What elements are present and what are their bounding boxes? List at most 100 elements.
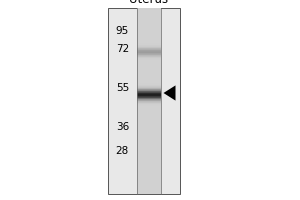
Bar bbox=[136, 108, 160, 109]
Bar bbox=[136, 82, 160, 83]
Bar bbox=[136, 144, 160, 145]
Bar bbox=[136, 51, 160, 52]
Bar bbox=[136, 120, 160, 121]
Bar bbox=[136, 68, 160, 69]
Bar bbox=[136, 89, 160, 90]
Bar bbox=[136, 178, 160, 179]
Bar bbox=[136, 66, 160, 67]
Bar bbox=[136, 74, 160, 75]
Bar bbox=[136, 152, 160, 153]
Bar bbox=[136, 23, 160, 24]
Bar bbox=[136, 192, 160, 193]
Bar bbox=[136, 15, 160, 16]
Bar bbox=[136, 183, 160, 184]
Bar bbox=[136, 190, 160, 191]
Bar bbox=[136, 163, 160, 164]
Bar bbox=[136, 47, 160, 48]
Bar bbox=[136, 134, 160, 135]
Bar bbox=[136, 112, 160, 113]
Bar bbox=[136, 186, 160, 187]
Bar bbox=[136, 133, 160, 134]
Bar bbox=[136, 61, 160, 62]
Bar bbox=[136, 11, 160, 12]
Bar bbox=[136, 75, 160, 76]
Bar bbox=[136, 71, 160, 72]
Bar bbox=[136, 97, 160, 98]
Bar bbox=[136, 115, 160, 116]
Bar bbox=[136, 9, 160, 10]
Bar bbox=[136, 88, 160, 89]
Bar bbox=[136, 132, 160, 133]
Bar bbox=[136, 57, 160, 58]
Bar bbox=[136, 50, 160, 51]
Bar bbox=[136, 129, 160, 130]
Bar bbox=[136, 149, 160, 150]
Bar bbox=[136, 151, 160, 152]
Bar bbox=[136, 35, 160, 36]
Bar bbox=[136, 175, 160, 176]
Bar bbox=[136, 107, 160, 108]
Bar bbox=[136, 179, 160, 180]
Bar bbox=[136, 181, 160, 182]
Bar bbox=[136, 16, 160, 17]
Bar bbox=[136, 184, 160, 185]
Bar bbox=[136, 94, 160, 95]
Bar bbox=[136, 21, 160, 22]
Bar bbox=[136, 114, 160, 115]
Bar bbox=[136, 79, 160, 80]
Bar bbox=[136, 165, 160, 166]
Bar bbox=[136, 158, 160, 159]
Bar bbox=[136, 26, 160, 27]
Bar bbox=[136, 30, 160, 31]
Bar bbox=[136, 19, 160, 20]
Bar bbox=[136, 141, 160, 142]
Bar bbox=[136, 166, 160, 167]
Bar bbox=[136, 176, 160, 177]
Bar bbox=[136, 185, 160, 186]
Bar bbox=[136, 146, 160, 147]
Bar bbox=[136, 145, 160, 146]
Bar bbox=[136, 154, 160, 155]
Polygon shape bbox=[164, 85, 175, 101]
Bar bbox=[136, 43, 160, 44]
Bar bbox=[136, 189, 160, 190]
Bar bbox=[136, 33, 160, 34]
Bar bbox=[136, 124, 160, 125]
Bar bbox=[136, 55, 160, 56]
Bar bbox=[136, 59, 160, 60]
Bar bbox=[136, 83, 160, 84]
Bar bbox=[136, 80, 160, 81]
Bar bbox=[136, 117, 160, 118]
Bar bbox=[136, 25, 160, 26]
Bar bbox=[136, 67, 160, 68]
Bar bbox=[136, 167, 160, 168]
Bar bbox=[108, 8, 180, 194]
Bar bbox=[136, 101, 160, 102]
Text: 36: 36 bbox=[116, 122, 129, 132]
Bar bbox=[136, 142, 160, 143]
Bar bbox=[136, 182, 160, 183]
Bar bbox=[136, 193, 160, 194]
Bar bbox=[136, 110, 160, 111]
Bar bbox=[136, 159, 160, 160]
Bar bbox=[136, 116, 160, 117]
Bar bbox=[136, 46, 160, 47]
Bar bbox=[136, 125, 160, 126]
Bar bbox=[136, 95, 160, 96]
Bar bbox=[136, 137, 160, 138]
Bar bbox=[136, 106, 160, 107]
Bar bbox=[136, 63, 160, 64]
Bar bbox=[136, 10, 160, 11]
Bar bbox=[136, 153, 160, 154]
Text: 95: 95 bbox=[116, 26, 129, 36]
Bar bbox=[136, 39, 160, 40]
Bar bbox=[136, 44, 160, 45]
Bar bbox=[136, 172, 160, 173]
Bar bbox=[136, 28, 160, 29]
Bar bbox=[136, 136, 160, 137]
Bar bbox=[136, 56, 160, 57]
Bar bbox=[136, 18, 160, 19]
Bar bbox=[136, 113, 160, 114]
Bar bbox=[136, 36, 160, 37]
Bar bbox=[136, 168, 160, 169]
